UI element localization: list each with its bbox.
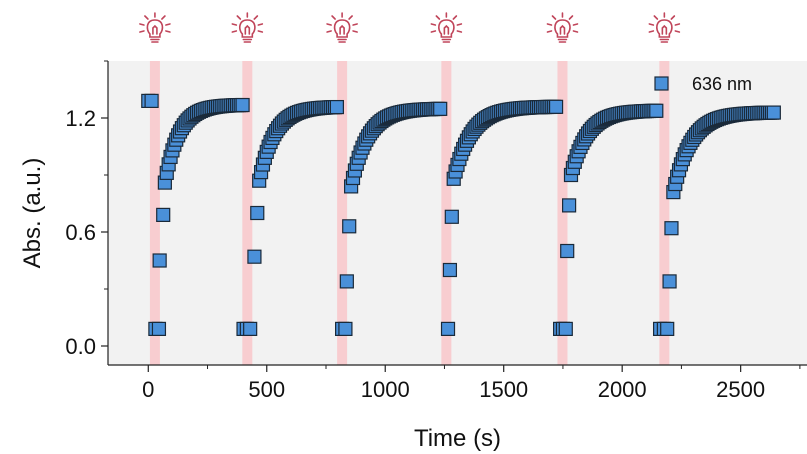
irradiation-band [557,61,568,365]
data-point [664,221,679,236]
data-point [548,99,564,114]
legend: 636 nm [654,74,752,94]
data-point [235,97,250,113]
x-tick-label: 1000 [361,377,410,402]
irradiation-band [337,61,348,365]
irradiation-bulb-icons [139,12,681,43]
data-point [144,93,159,109]
data-point [152,253,167,268]
lightbulb-icon [546,12,579,43]
data-point [339,274,354,289]
y-tick-label: 0.6 [65,220,96,245]
data-point [766,105,781,120]
y-tick-label: 1.2 [65,106,96,131]
data-points [141,93,781,336]
data-point [329,99,344,115]
data-point [342,219,357,234]
lightbulb-icon [430,12,463,43]
irradiation-band [149,61,160,365]
data-point [247,249,262,264]
data-point [649,103,664,118]
y-axis-title: Abs. (a.u.) [19,158,46,269]
lightbulb-icon [326,12,358,43]
data-point [444,209,459,224]
axes: 0 500 1000 1500 2000 2500 0.0 0.6 1.2 [65,60,807,402]
data-point [558,321,573,336]
data-point [560,243,575,259]
data-point [156,207,171,222]
x-tick-label: 2000 [598,377,647,402]
data-point [433,101,448,116]
data-point [662,274,677,289]
x-tick-label: 0 [142,377,154,402]
x-tick-label: 2500 [716,377,765,402]
y-tick-label: 0.0 [65,334,96,359]
x-tick-label: 1500 [479,377,528,402]
irradiation-band [242,61,253,365]
data-point [660,321,675,336]
data-point [243,321,258,336]
lightbulb-icon [231,12,264,43]
lightbulb-icon [648,12,681,43]
lightbulb-icon [139,12,171,43]
legend-label: 636 nm [692,74,752,94]
irradiation-band [659,61,670,365]
legend-marker [654,76,669,91]
data-point [562,198,577,213]
data-point [440,321,456,336]
x-axis-title: Time (s) [414,425,501,452]
data-point [250,205,265,221]
x-tick-label: 500 [248,377,285,402]
data-point [151,321,167,336]
data-point [338,321,353,336]
data-point [442,262,458,278]
